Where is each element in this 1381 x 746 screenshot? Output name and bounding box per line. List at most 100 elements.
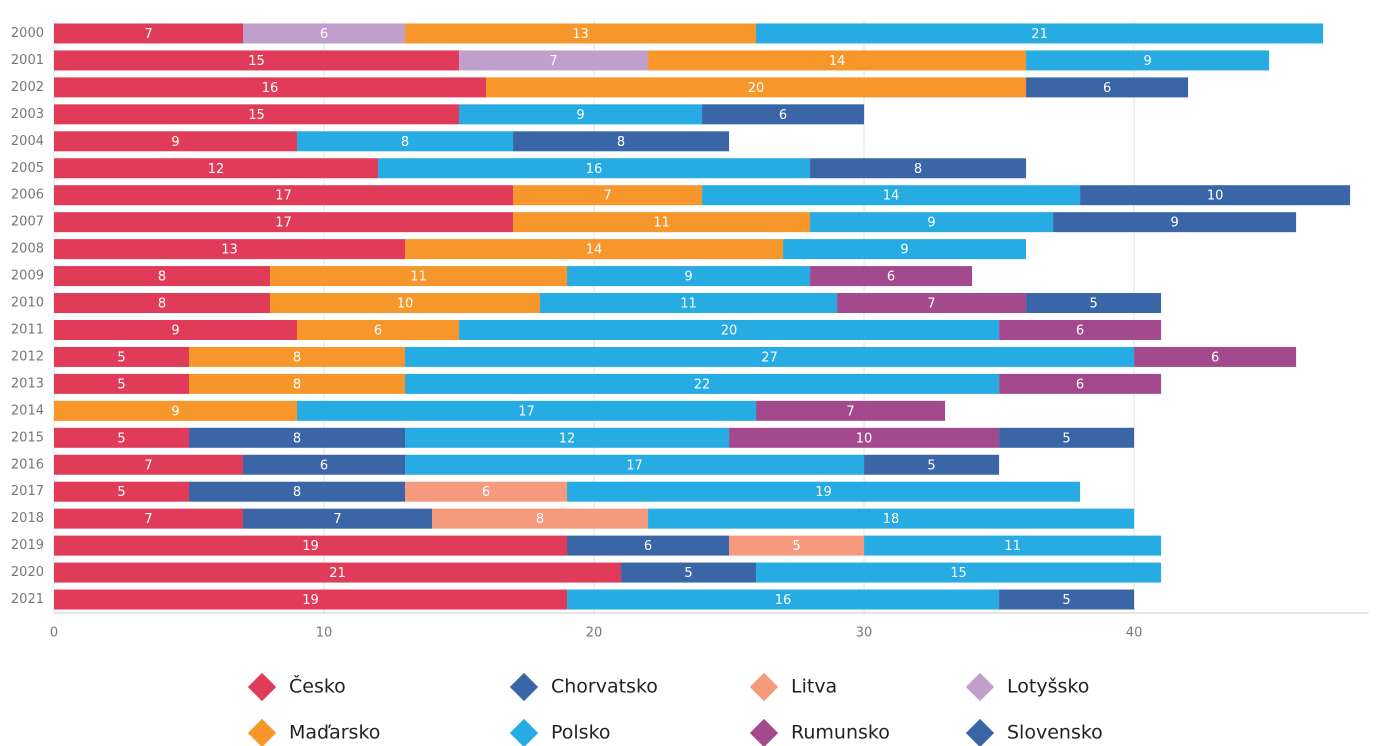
bar-segment	[54, 131, 298, 152]
bar-segment	[729, 427, 1000, 448]
bar-segment	[513, 212, 811, 233]
legend-label: Maďarsko	[289, 722, 380, 744]
bar-segment	[1026, 50, 1270, 71]
bar-segment	[54, 77, 487, 98]
bar-segment	[54, 535, 568, 556]
data-label: 6	[1103, 81, 1111, 96]
data-label: 9	[1143, 54, 1151, 69]
y-tick-label: 2008	[11, 242, 44, 257]
data-label: 12	[208, 162, 225, 177]
data-label: 18	[883, 512, 900, 527]
data-label: 8	[158, 270, 166, 285]
data-label: 8	[293, 431, 301, 446]
bar-segment	[405, 373, 1000, 394]
legend-label: Litva	[791, 676, 837, 698]
legend-swatch	[509, 672, 539, 702]
bar-segment	[459, 50, 649, 71]
data-label: 6	[644, 539, 652, 554]
data-label: 9	[927, 216, 935, 231]
legend-label: Rumunsko	[791, 722, 890, 744]
bar-segment	[1026, 293, 1162, 314]
data-label: 12	[559, 431, 576, 446]
data-label: 6	[887, 270, 895, 285]
data-label: 7	[846, 404, 854, 419]
bar-segment	[756, 23, 1324, 44]
data-label: 7	[927, 297, 935, 312]
data-label: 8	[536, 512, 544, 527]
legend-label: Slovensko	[1007, 722, 1103, 744]
y-tick-label: 2012	[11, 349, 44, 364]
data-label: 8	[293, 377, 301, 392]
y-tick-label: 2006	[11, 188, 44, 203]
bar-segment	[54, 454, 244, 475]
bar-segment	[999, 319, 1162, 340]
y-tick-label: 2013	[11, 376, 44, 391]
data-label: 6	[1076, 323, 1084, 338]
bar-segment	[405, 454, 865, 475]
data-label: 11	[410, 270, 427, 285]
bar-segment	[54, 266, 271, 287]
bar-segment	[648, 50, 1027, 71]
bar-segment	[756, 562, 1162, 583]
y-tick-label: 2020	[11, 565, 44, 580]
bar-segment	[864, 535, 1162, 556]
bar-segment	[270, 266, 568, 287]
bar-segment	[459, 319, 1000, 340]
bar-segment	[405, 23, 757, 44]
y-tick-label: 2019	[11, 538, 44, 553]
bar-segment	[783, 239, 1027, 260]
data-label: 8	[293, 485, 301, 500]
data-label: 17	[518, 404, 535, 419]
bar-segment	[54, 185, 514, 206]
legend-swatch	[965, 672, 995, 702]
bar-segment	[54, 400, 298, 421]
data-label: 5	[927, 458, 935, 473]
x-tick-label: 0	[50, 626, 58, 641]
data-label: 6	[320, 458, 328, 473]
bar-segment	[54, 319, 298, 340]
bar-segment	[189, 481, 406, 502]
data-label: 5	[117, 350, 125, 365]
y-tick-label: 2011	[11, 322, 44, 337]
data-label: 14	[829, 54, 846, 69]
bar-segment	[810, 266, 973, 287]
data-label: 8	[617, 135, 625, 150]
bar-segment	[810, 158, 1027, 179]
y-tick-label: 2014	[11, 403, 44, 418]
data-label: 6	[374, 323, 382, 338]
data-label: 15	[248, 108, 265, 123]
y-tick-label: 2015	[11, 430, 44, 445]
data-label: 14	[586, 243, 603, 258]
data-label: 15	[248, 54, 265, 69]
bar-segment	[837, 293, 1027, 314]
legend-label: Polsko	[551, 722, 611, 744]
y-tick-label: 2007	[11, 215, 44, 230]
bar-segment	[405, 239, 784, 260]
data-label: 9	[171, 135, 179, 150]
legend-swatch	[749, 718, 779, 746]
bar-segment	[54, 481, 190, 502]
data-label: 7	[144, 512, 152, 527]
bar-segment	[297, 400, 757, 421]
data-label: 7	[333, 512, 341, 527]
data-label: 22	[694, 377, 711, 392]
data-label: 20	[721, 323, 738, 338]
data-label: 6	[1211, 350, 1219, 365]
x-tick-label: 10	[316, 626, 333, 641]
data-label: 20	[748, 81, 765, 96]
bar-segment	[999, 427, 1135, 448]
data-label: 19	[815, 485, 832, 500]
bar-segment	[432, 508, 649, 529]
bar-segment	[1080, 185, 1351, 206]
data-label: 5	[117, 485, 125, 500]
bar-segment	[540, 293, 838, 314]
bar-segment	[54, 104, 460, 125]
data-label: 16	[586, 162, 603, 177]
data-label: 9	[171, 323, 179, 338]
data-label: 6	[779, 108, 787, 123]
bar-segment	[1134, 346, 1297, 367]
y-tick-label: 2005	[11, 161, 44, 176]
y-tick-label: 2001	[11, 53, 44, 68]
data-label: 8	[401, 135, 409, 150]
y-tick-label: 2004	[11, 134, 44, 149]
